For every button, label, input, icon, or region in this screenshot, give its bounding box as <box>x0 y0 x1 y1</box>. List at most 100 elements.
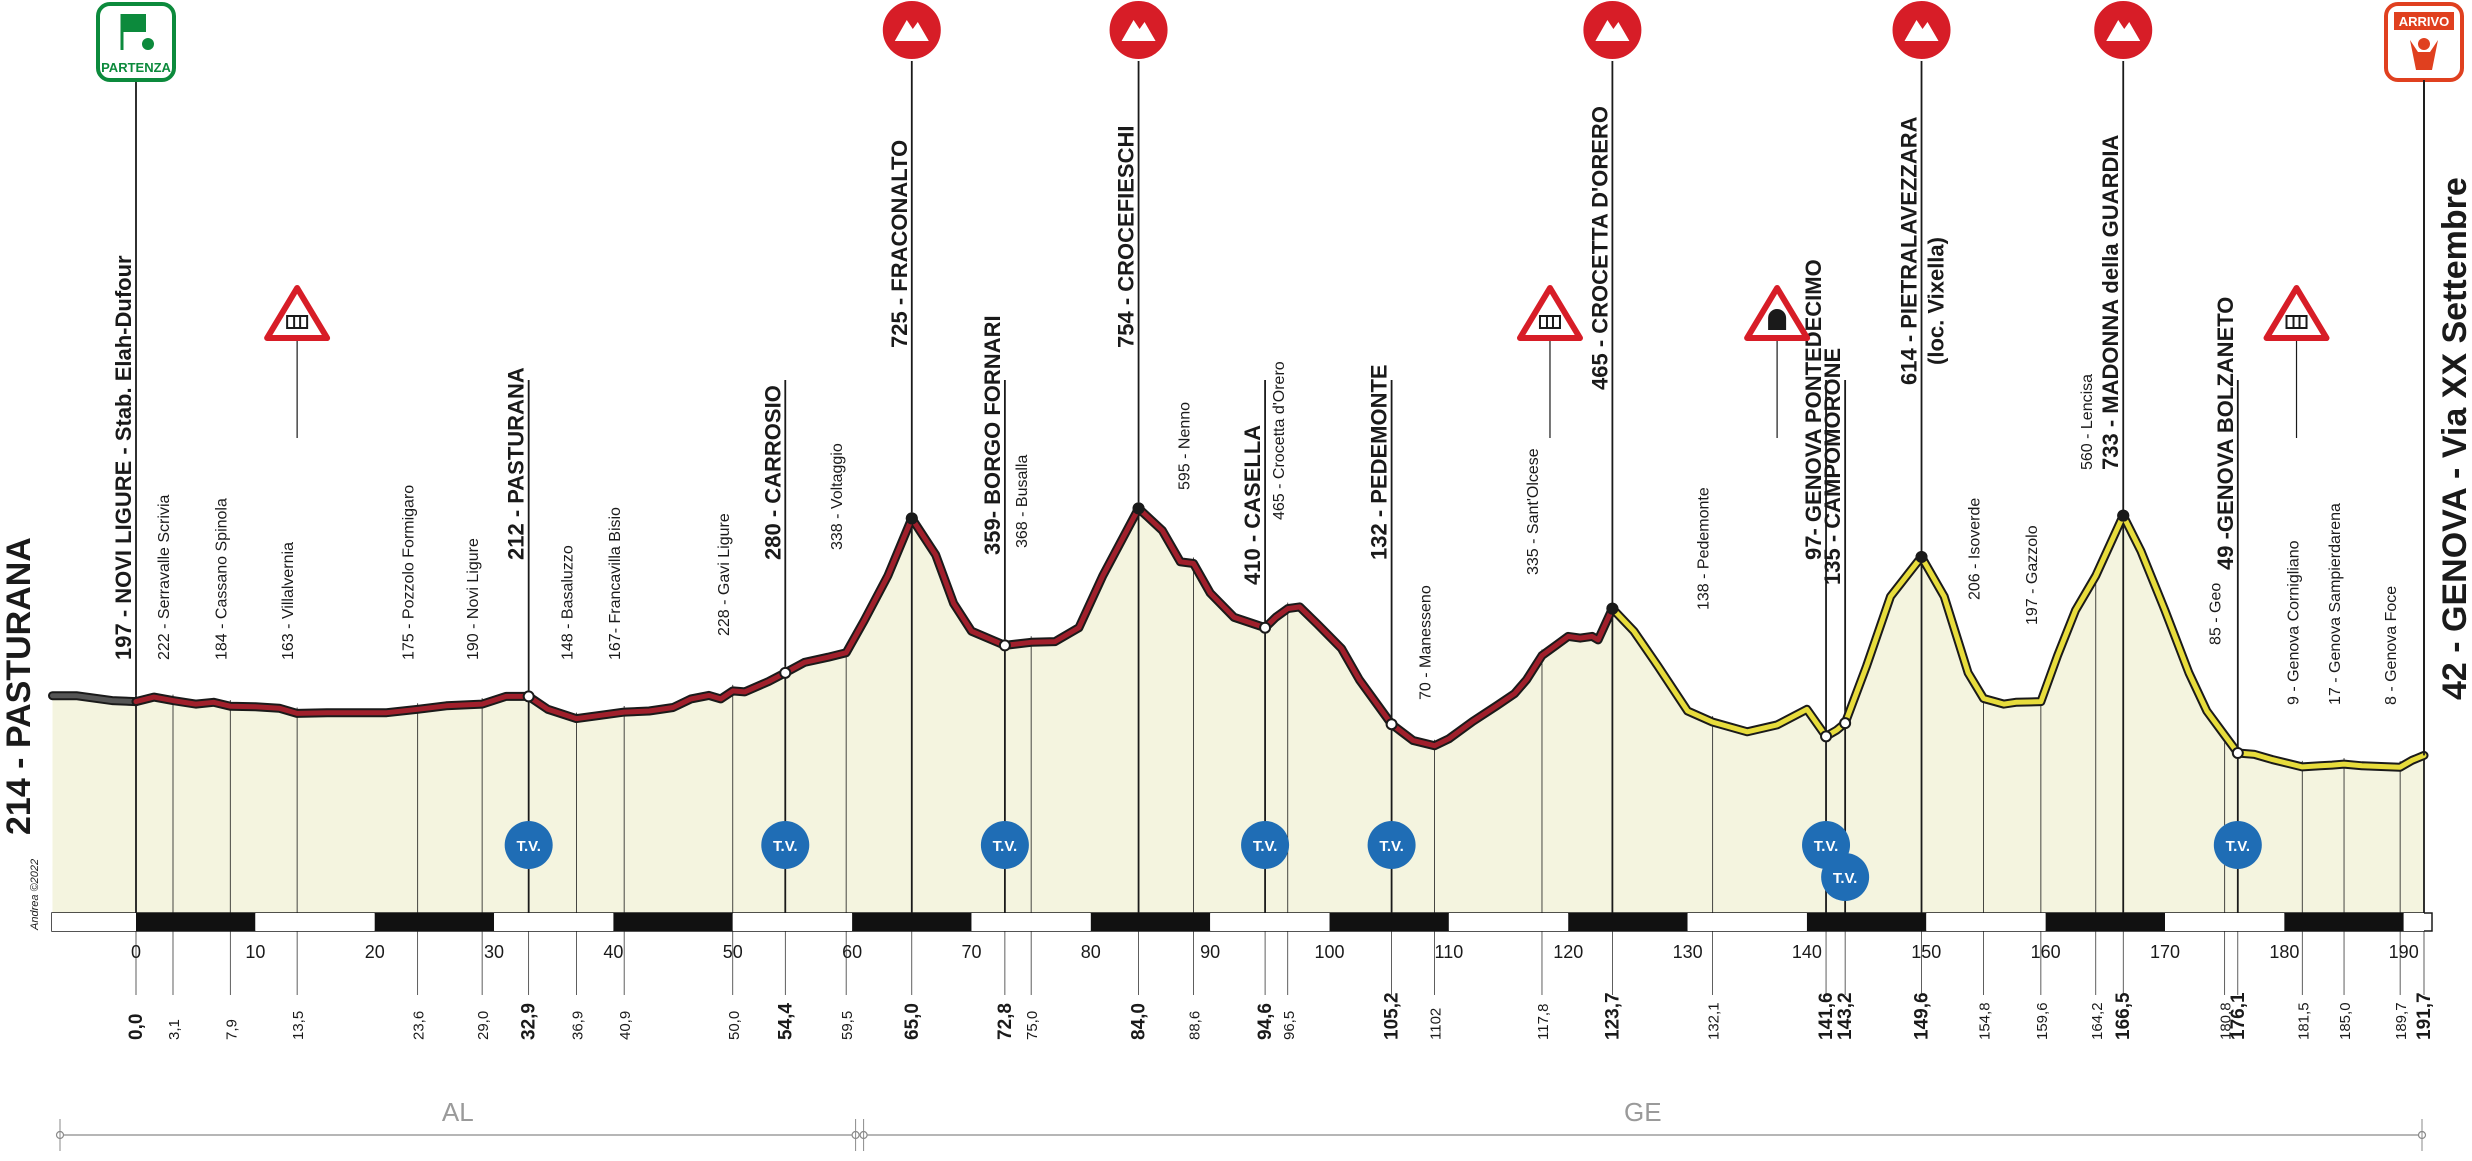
km-axis: 0 10 20 30 40 50 60 70 80 90 100 110 120 130 140 150 160… <box>51 912 2433 962</box>
tv-intermediate-icon: T.V. <box>761 821 810 869</box>
profile-segment-1 <box>133 505 1615 749</box>
km-bar-segment <box>1806 913 1927 931</box>
km-value-label: 23,6 <box>411 1011 428 1040</box>
railway-crossing-icon <box>264 285 331 438</box>
tv-intermediate-icon: T.V. <box>504 821 553 869</box>
start-town-label: 214 - PASTURANA <box>0 537 38 835</box>
minor-point-label: 167- Francavilla Bisio <box>607 507 624 660</box>
tunnel-warning-icon <box>1744 285 1811 438</box>
minor-point-label: 8 - Genova Foce <box>2383 586 2400 705</box>
km-value-label: 180,8 <box>2218 1002 2235 1040</box>
km-bar-segment <box>732 913 853 931</box>
km-tick-label: 160 <box>2031 942 2061 962</box>
finish-flag-icon: ARRIVO <box>2384 2 2464 82</box>
km-value-label: 189,7 <box>2393 1002 2410 1040</box>
summit-dot <box>2117 509 2130 522</box>
km-value-label: 1102 <box>1428 1008 1445 1040</box>
km-value-label: 117,8 <box>1535 1004 1552 1040</box>
km-value-label: 72,8 <box>995 1003 1016 1040</box>
region-bar: AL GE <box>55 1097 2427 1151</box>
km-bar-segment <box>255 913 375 931</box>
km-tick-label: 30 <box>484 942 504 962</box>
km-value-label: 154,8 <box>1977 1002 1994 1040</box>
tv-intermediate-icon: T.V. <box>1241 821 1290 869</box>
minor-point-label: 190 - Novi Ligure <box>465 538 482 660</box>
km-value-label: 176,1 <box>2228 992 2249 1040</box>
km-value-label: 132,1 <box>1706 1002 1723 1040</box>
minor-point-label: 595 - Nenno <box>1176 402 1193 490</box>
tv-label: T.V. <box>516 838 540 855</box>
km-tick-label: 70 <box>961 942 981 962</box>
km-value-label: 0,0 <box>126 1014 147 1040</box>
km-value-label: 105,2 <box>1382 992 1403 1040</box>
km-bar-segment <box>1568 913 1688 931</box>
km-value-label: 185,0 <box>2337 1002 2354 1040</box>
km-bar-segment <box>852 913 972 931</box>
km-value-label: 181,5 <box>2295 1002 2312 1040</box>
main-point-label: 212 - PASTURANA <box>504 367 529 560</box>
minor-point-label: 222 - Serravalle Scrivia <box>156 495 173 661</box>
tv-label: T.V. <box>2226 838 2250 855</box>
minor-point-label: 138 - Pedemonte <box>1696 487 1713 610</box>
point-dots <box>522 502 2244 759</box>
tv-intermediate-icon: T.V. <box>2213 821 2262 869</box>
km-tick-label: 180 <box>2269 942 2299 962</box>
profile-area <box>52 508 2424 913</box>
km-tick-label: 170 <box>2150 942 2180 962</box>
minor-point-label: 197 - Gazzolo <box>2024 525 2041 625</box>
point-dot <box>2231 746 2244 759</box>
mountain-gpm-icon <box>1890 0 1953 61</box>
minor-point-label: 335 - Sant'Olcese <box>1525 448 1542 575</box>
km-value-label: 50,0 <box>726 1011 743 1040</box>
km-tick-label: 80 <box>1081 942 1101 962</box>
point-dot <box>1839 717 1852 730</box>
km-bar-segment <box>2284 913 2404 931</box>
km-value-label: 88,6 <box>1186 1011 1203 1040</box>
tv-label: T.V. <box>1253 838 1277 855</box>
km-value-label: 84,0 <box>1129 1003 1150 1040</box>
region-label: AL <box>442 1097 474 1127</box>
minor-point-label: 175 - Pozzolo Formigaro <box>401 485 418 660</box>
km-value-label: 149,6 <box>1912 992 1933 1040</box>
km-value-label: 141,6 <box>1816 992 1837 1040</box>
km-bar-segment <box>494 913 614 931</box>
km-value-label: 59,5 <box>839 1011 856 1040</box>
km-tick-label: 60 <box>842 942 862 962</box>
km-value-label: 29,0 <box>475 1011 492 1040</box>
minor-point-label: 228 - Gavi Ligure <box>716 513 733 636</box>
km-tick-label: 90 <box>1200 942 1220 962</box>
start-badge-label: PARTENZA <box>101 60 171 75</box>
main-point-sublabel: (loc. Vixella) <box>1924 237 1949 365</box>
km-value-label: 75,0 <box>1024 1011 1041 1040</box>
tv-intermediate-icon: T.V. <box>1821 853 1870 901</box>
profile-line <box>48 503 2429 772</box>
tv-label: T.V. <box>1379 838 1403 855</box>
tv-label: T.V. <box>1833 870 1857 887</box>
minor-point-label: 184 - Cassano Spinola <box>213 498 230 660</box>
railway-crossing-icon <box>2263 285 2330 438</box>
main-point-label: 725 - FRACONALTO <box>887 140 912 348</box>
mountain-gpm-icon <box>880 0 943 61</box>
summit-dot <box>1606 602 1619 615</box>
tv-label: T.V. <box>773 838 797 855</box>
km-value-label: 143,2 <box>1835 992 1856 1040</box>
mountain-gpm-icon <box>2092 0 2155 61</box>
minor-point-label: 206 - Isoverde <box>1967 498 1984 600</box>
km-tick-label: 140 <box>1792 942 1822 962</box>
km-tick-label: 130 <box>1673 942 1703 962</box>
main-point-label: 280 - CARROSIO <box>760 385 785 560</box>
km-value-label: 65,0 <box>902 1003 923 1040</box>
main-point-label: 359- BORGO FORNARI <box>980 315 1005 555</box>
summit-dot <box>1132 502 1145 515</box>
km-bar-segment <box>1329 913 1449 931</box>
km-value-label: 166,5 <box>2113 992 2134 1040</box>
finish-town-label: 42 - GENOVA - Via XX Settembre <box>2436 177 2472 700</box>
km-bar-segment <box>1210 913 1330 931</box>
region-label: GE <box>1624 1097 1662 1127</box>
point-dot <box>998 639 1011 652</box>
point-dot <box>779 666 792 679</box>
km-bar-segment <box>1448 913 1569 931</box>
profile-segment-2 <box>1609 513 2427 770</box>
km-bar-segment <box>1926 913 2046 931</box>
